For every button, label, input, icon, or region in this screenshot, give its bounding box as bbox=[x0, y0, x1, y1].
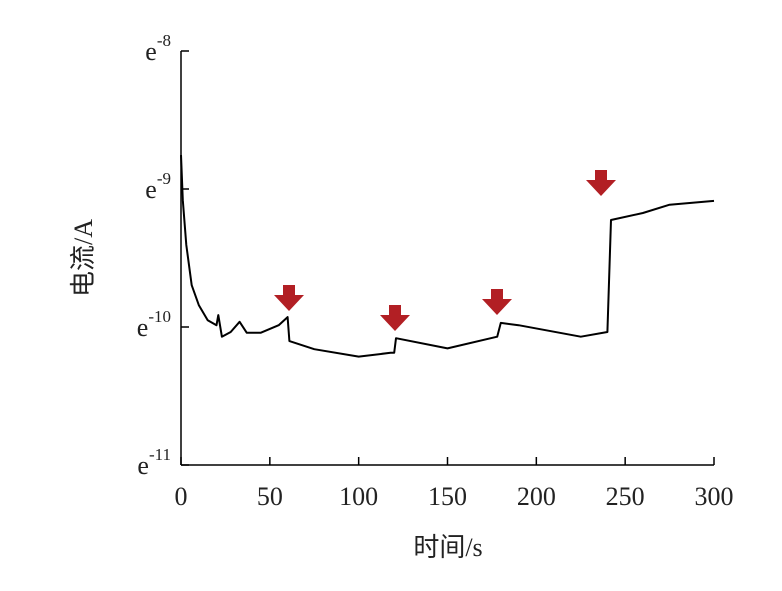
background bbox=[68, 12, 740, 568]
x-tick-label: 200 bbox=[517, 482, 556, 511]
y-tick-label: e-8 bbox=[145, 31, 171, 66]
x-tick-label: 150 bbox=[428, 482, 467, 511]
x-tick-label: 0 bbox=[175, 482, 188, 511]
x-tick-label: 50 bbox=[257, 482, 283, 511]
arrow bbox=[586, 170, 616, 196]
arrow bbox=[482, 289, 512, 315]
data-line bbox=[180, 155, 715, 358]
y-tick-label: e-9 bbox=[145, 169, 171, 204]
y-tick-label: e-11 bbox=[137, 445, 171, 480]
y-axis-label: 电流/A bbox=[69, 219, 98, 297]
x-tick-label: 250 bbox=[606, 482, 645, 511]
y-tick-label: e-10 bbox=[137, 307, 171, 342]
arrow bbox=[380, 305, 410, 331]
x-tick-label: 100 bbox=[339, 482, 378, 511]
arrow bbox=[274, 285, 304, 311]
x-axis-label: 时间/s bbox=[413, 533, 482, 562]
x-tick-label: 300 bbox=[695, 482, 734, 511]
arrows bbox=[274, 170, 616, 331]
